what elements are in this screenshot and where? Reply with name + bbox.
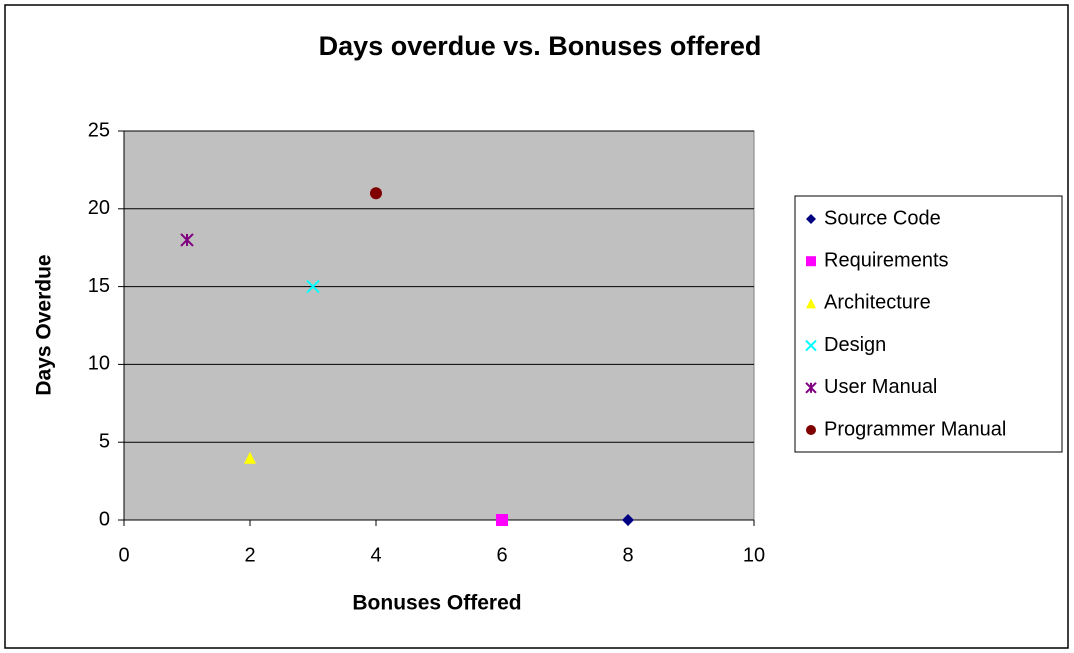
marker-shape <box>806 298 816 309</box>
y-tick-label: 25 <box>88 119 110 141</box>
marker <box>622 514 634 526</box>
x-tick-label: 6 <box>496 544 507 566</box>
marker-shape <box>806 425 816 435</box>
legend-label: Programmer Manual <box>824 418 1006 440</box>
marker-stroke <box>805 339 817 352</box>
x-axis-label: Bonuses Offered <box>352 592 521 615</box>
marker-shape <box>244 451 256 464</box>
marker <box>806 214 816 224</box>
y-axis-label: Days Overdue <box>33 254 56 395</box>
marker-shape <box>496 514 508 526</box>
y-tick-label: 0 <box>99 508 110 530</box>
legend-label: Source Code <box>824 207 941 229</box>
marker <box>370 187 382 200</box>
marker <box>805 382 817 394</box>
y-tick-label: 15 <box>88 275 110 297</box>
marker <box>496 514 508 526</box>
x-tick-label: 0 <box>118 544 129 566</box>
x-tick-label: 8 <box>622 544 633 566</box>
marker <box>806 425 816 435</box>
y-tick-label: 5 <box>99 430 110 452</box>
marker <box>306 279 320 294</box>
y-tick-label: 20 <box>88 197 110 219</box>
legend-label: Design <box>824 334 886 356</box>
marker-shape <box>622 514 634 526</box>
plot-area <box>123 130 755 521</box>
x-tick-label: 2 <box>244 544 255 566</box>
marker <box>806 298 816 309</box>
legend <box>794 195 1063 453</box>
chart-title: Days overdue vs. Bonuses offered <box>319 31 762 61</box>
x-tick-label: 4 <box>370 544 381 566</box>
marker-shape <box>806 256 816 267</box>
legend-label: User Manual <box>824 376 937 398</box>
marker-shape <box>806 214 816 224</box>
marker-stroke <box>306 279 320 294</box>
marker <box>244 451 256 464</box>
x-tick-label: 10 <box>743 544 765 566</box>
marker <box>180 233 194 247</box>
legend-label: Architecture <box>824 292 931 314</box>
y-tick-label: 10 <box>88 353 110 375</box>
legend-label: Requirements <box>824 249 949 271</box>
marker-shape <box>370 187 382 200</box>
marker <box>805 339 817 352</box>
marker <box>806 256 816 267</box>
